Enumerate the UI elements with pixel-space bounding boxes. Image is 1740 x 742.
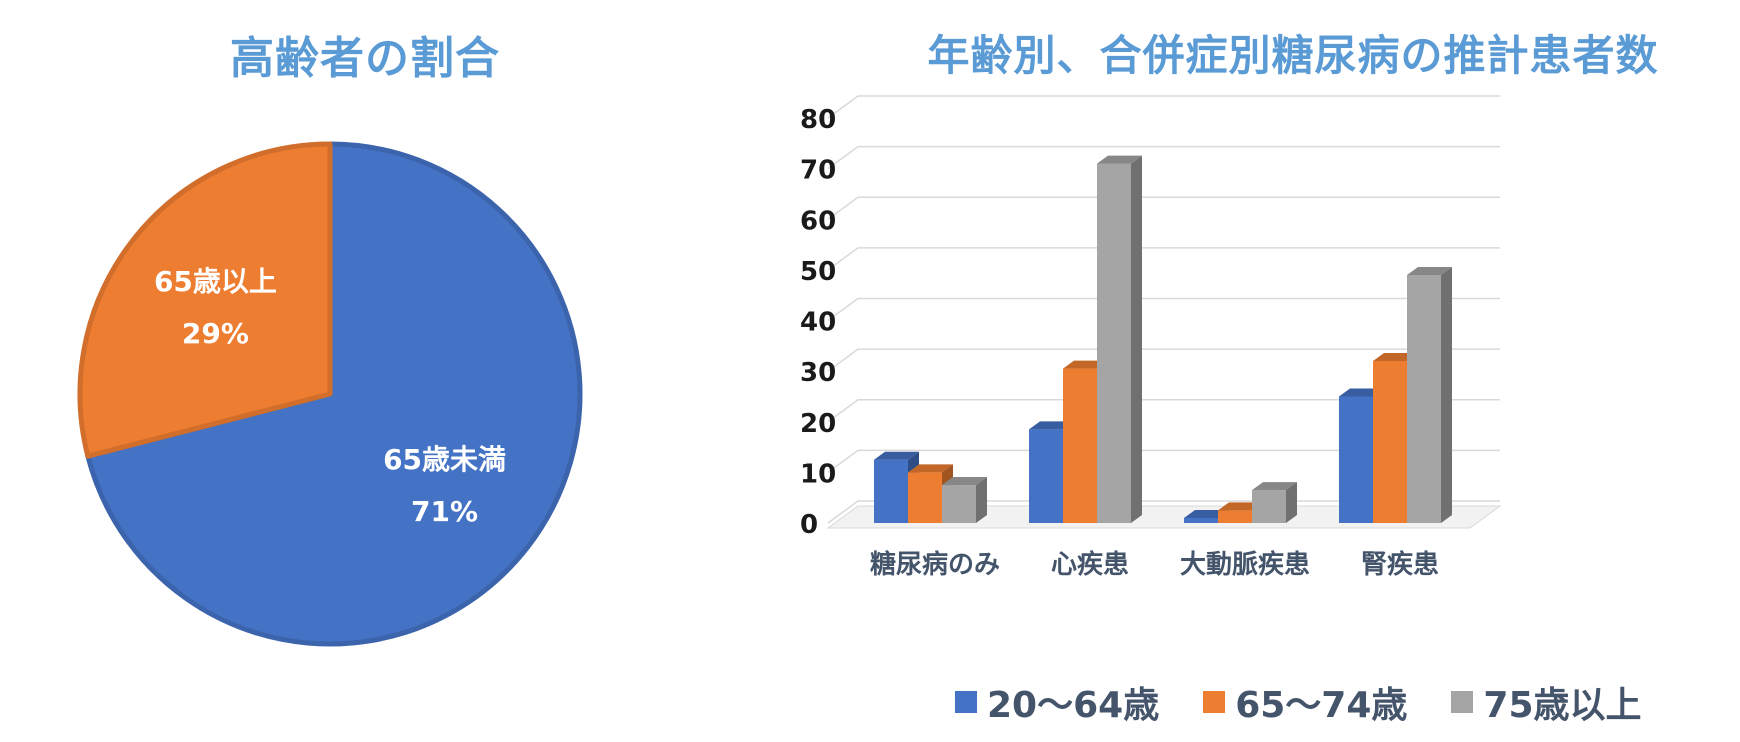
pie-chart-title: 高齢者の割合 (230, 33, 500, 84)
pie-slice-2 (77, 141, 333, 459)
bar-3-series-3 (1252, 490, 1286, 523)
bar-top-1-series-1 (874, 451, 919, 460)
gridline-40 (827, 297, 1500, 322)
y-tick-label-0: 0 (800, 510, 818, 540)
bar-top-4-series-3 (1407, 266, 1452, 275)
legend-label-series-1: 20～64歳 (987, 685, 1160, 726)
bar-legend: 20～64歳 65～74歳 75歳以上 (955, 676, 1642, 728)
legend-swatch-series-3 (1451, 691, 1474, 713)
legend-item-series-1: 20～64歳 (955, 676, 1159, 728)
legend-swatch-series-2 (1203, 691, 1226, 713)
legend-swatch-series-1 (955, 691, 977, 713)
bar-chart-title: 年齢別、合併症別糖尿病の推計患者数 (927, 31, 1659, 80)
bar-side-2-series-3 (1131, 155, 1142, 523)
legend-item-series-2: 65～74歳 (1203, 676, 1407, 728)
bar-1-series-2 (908, 472, 942, 523)
bar-2-series-3 (1097, 163, 1131, 523)
bar-4-series-2 (1373, 361, 1407, 523)
bar-top-2-series-1 (1029, 421, 1074, 430)
y-tick-label-60: 60 (800, 206, 836, 236)
bar-top-4-series-2 (1373, 353, 1418, 361)
pie-slice-label-1: 65歳未満 (383, 443, 506, 476)
bar-side-4-series-3 (1441, 266, 1452, 523)
bar-top-2-series-2 (1063, 360, 1108, 369)
pie-slice-value-2: 29% (182, 317, 249, 350)
gridline-20 (827, 399, 1500, 423)
bar-4-series-3 (1407, 274, 1441, 523)
gridline-60 (827, 196, 1500, 220)
bar-top-1-series-3 (942, 477, 987, 486)
gridline-70 (827, 145, 1500, 170)
bar-side-1-series-3 (976, 477, 987, 523)
legend-label-series-3: 75歳以上 (1483, 685, 1642, 726)
y-tick-label-80: 80 (800, 105, 836, 135)
y-tick-label-30: 30 (800, 358, 836, 388)
x-tick-label-4: 腎疾患 (1361, 549, 1439, 580)
gridline-10 (827, 449, 1500, 473)
bar-3-series-2 (1218, 510, 1252, 523)
y-tick-label-20: 20 (800, 409, 836, 439)
bar-top-1-series-2 (908, 464, 953, 473)
gridline-80 (827, 95, 1500, 119)
bar-top-3-series-1 (1184, 509, 1229, 518)
y-tick-label-70: 70 (800, 156, 836, 186)
x-tick-label-1: 糖尿病のみ (870, 549, 1000, 580)
legend-label-series-2: 65～74歳 (1235, 685, 1408, 726)
chart-floor (826, 505, 1502, 529)
y-tick-label-50: 50 (800, 257, 836, 287)
y-tick-label-40: 40 (800, 308, 836, 338)
bar-2-series-2 (1063, 368, 1097, 523)
bar-3-series-1 (1184, 517, 1218, 523)
bar-4-series-1 (1339, 396, 1373, 523)
bar-1-series-1 (874, 459, 908, 523)
bar-top-3-series-2 (1218, 502, 1263, 511)
bar-2-series-1 (1029, 429, 1063, 523)
bar-top-2-series-3 (1097, 155, 1142, 164)
pie-slice-label-2: 65歳以上 (154, 265, 277, 298)
x-tick-label-3: 大動脈疾患 (1180, 549, 1310, 580)
bar-side-3-series-3 (1286, 482, 1297, 523)
bar-1-series-3 (942, 485, 976, 523)
bar-top-4-series-1 (1339, 388, 1384, 397)
bar-top-3-series-3 (1252, 482, 1297, 491)
x-tick-label-2: 心疾患 (1051, 549, 1129, 580)
gridline-30 (827, 348, 1500, 372)
pie-slice-value-1: 71% (411, 495, 478, 528)
y-tick-label-10: 10 (800, 459, 836, 489)
gridline-50 (827, 247, 1500, 271)
pie-chart: 65歳未満 71% 65歳以上 29% (77, 141, 583, 647)
pie-slice-1 (85, 141, 583, 647)
legend-item-series-3: 75歳以上 (1451, 676, 1642, 728)
